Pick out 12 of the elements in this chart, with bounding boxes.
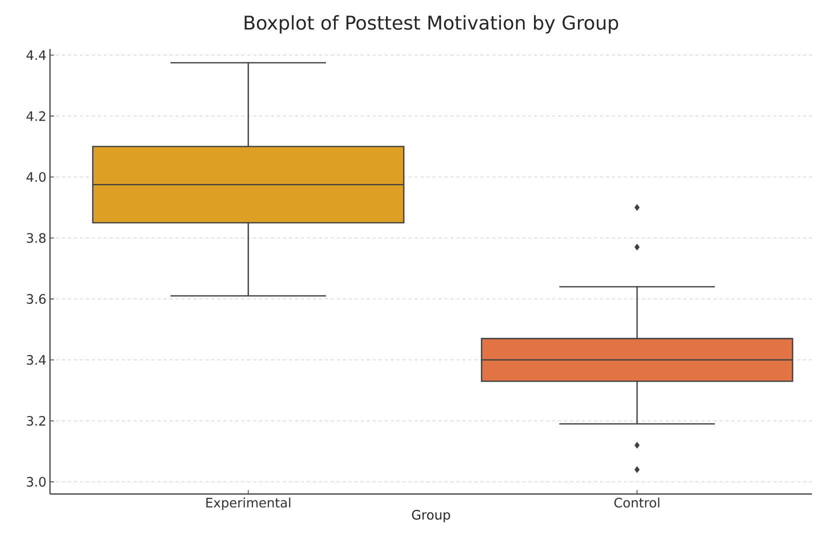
y-tick-label: 4.0	[26, 172, 46, 182]
chart-title: Boxplot of Posttest Motivation by Group	[244, 15, 618, 34]
y-tick-label: 3.2	[26, 416, 46, 426]
y-tick-label: 4.4	[26, 50, 46, 60]
y-tick-label: 3.8	[26, 233, 46, 243]
y-tick-label: 3.6	[26, 294, 46, 304]
y-tick-label: 4.2	[26, 111, 46, 121]
y-tick-label: 3.4	[26, 354, 46, 365]
x-tick-label: Experimental	[206, 498, 290, 510]
x-axis-title: Group	[412, 510, 450, 522]
y-tick-label: 3.0	[26, 476, 46, 487]
x-tick-label: Control	[614, 498, 660, 508]
